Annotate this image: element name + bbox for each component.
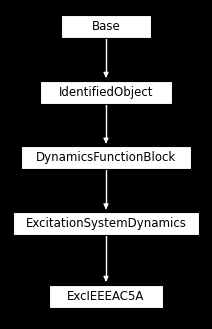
FancyBboxPatch shape — [61, 15, 151, 38]
Text: Base: Base — [92, 20, 120, 33]
FancyBboxPatch shape — [49, 285, 163, 308]
Text: ExcitationSystemDynamics: ExcitationSystemDynamics — [26, 217, 186, 230]
Text: ExcIEEEAC5A: ExcIEEEAC5A — [67, 290, 145, 303]
FancyBboxPatch shape — [13, 212, 199, 235]
FancyBboxPatch shape — [21, 146, 191, 169]
Text: DynamicsFunctionBlock: DynamicsFunctionBlock — [36, 151, 176, 164]
Text: IdentifiedObject: IdentifiedObject — [59, 86, 153, 99]
FancyBboxPatch shape — [40, 81, 172, 104]
